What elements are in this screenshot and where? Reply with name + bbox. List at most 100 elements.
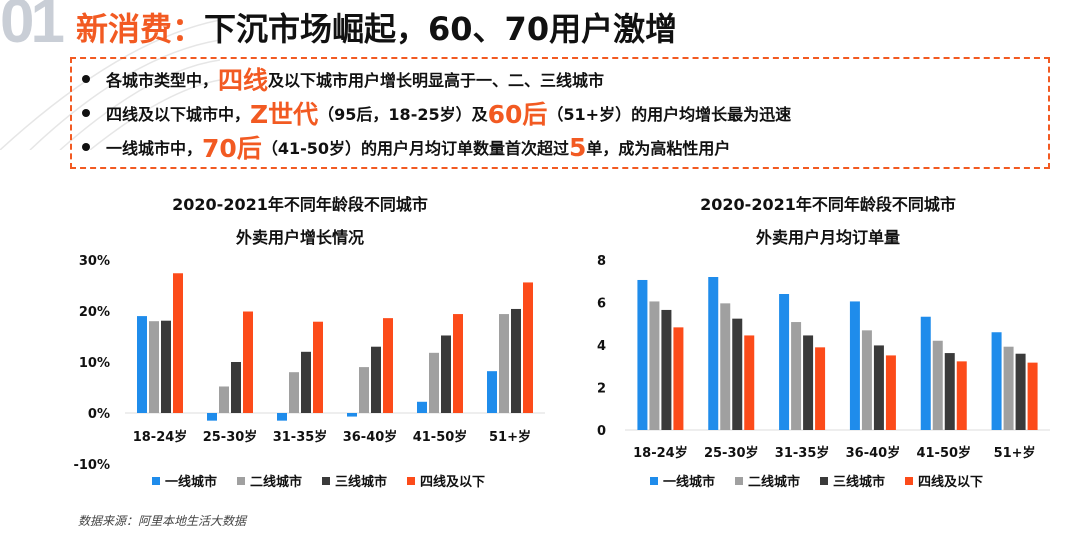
bullet-text: 各城市类型中，: [106, 71, 219, 90]
y-tick-label: -10%: [73, 458, 110, 473]
bar-1-1-0: [708, 277, 719, 430]
bar-1-3-3: [885, 355, 896, 430]
bar-0-5-2: [511, 308, 521, 413]
legend-swatch: [152, 477, 160, 485]
bar-0-3-3: [383, 318, 393, 413]
bar-0-0-3: [173, 273, 183, 413]
bullet-item: 各城市类型中， 四线 及以下城市用户增长明显高于一、二、三线城市: [78, 62, 791, 96]
y-tick-label: 6: [597, 297, 606, 312]
bullet-highlight: 70后: [202, 134, 262, 163]
bar-0-4-0: [417, 401, 427, 413]
bullet-text: 单，成为高粘性用户: [586, 139, 731, 158]
bar-1-4-2: [944, 353, 955, 430]
y-tick-label: 0: [597, 424, 606, 439]
bar-0-1-0: [207, 413, 217, 421]
x-tick-label: 41-50岁: [916, 445, 971, 461]
legend-label: 二线城市: [250, 474, 302, 490]
legend-label: 四线及以下: [420, 474, 485, 490]
bar-1-5-1: [1003, 346, 1014, 430]
title-highlight: 新消费：: [76, 10, 205, 48]
bar-0-0-0: [137, 316, 147, 413]
bar-0-5-1: [499, 314, 509, 413]
y-tick-label: 10%: [79, 356, 110, 371]
bar-0-4-1: [429, 352, 439, 413]
legend-swatch: [820, 477, 828, 485]
chart1-title: 2020-2021年不同年龄段不同城市 外卖用户增长情况: [120, 188, 480, 254]
bar-0-5-0: [487, 371, 497, 413]
bullet-text: 四线及以下城市中，: [106, 105, 251, 124]
bar-1-3-2: [873, 345, 884, 430]
bar-1-0-1: [649, 301, 660, 430]
chart2-title: 2020-2021年不同年龄段不同城市 外卖用户月均订单量: [648, 188, 1008, 254]
bar-0-0-2: [161, 320, 171, 413]
bullet-text: 一线城市中，: [106, 139, 203, 158]
bullet-dot-icon: [82, 109, 90, 117]
legend-label: 三线城市: [833, 474, 885, 490]
x-tick-label: 36-40岁: [343, 429, 398, 445]
bullet-dot-icon: [82, 143, 90, 151]
x-tick-label: 18-24岁: [633, 445, 688, 461]
bar-1-5-0: [991, 332, 1002, 430]
bar-1-0-3: [673, 327, 684, 430]
bullet-text: （95后，18-25岁）及: [318, 105, 488, 124]
x-tick-label: 51+岁: [994, 445, 1036, 461]
bullet-text: （41-50岁）的用户月均订单数量首次超过: [261, 139, 569, 158]
bullet-text: 及以下城市用户增长明显高于一、二、三线城市: [268, 71, 605, 90]
legend-label: 三线城市: [335, 474, 387, 490]
bar-0-2-1: [289, 372, 299, 413]
x-tick-label: 18-24岁: [133, 429, 188, 445]
legend-label: 四线及以下: [918, 474, 983, 490]
bar-1-4-0: [920, 316, 931, 430]
y-tick-label: 0%: [88, 407, 110, 422]
bar-0-4-2: [441, 335, 451, 413]
bullet-highlight: 5: [569, 132, 587, 162]
bullet-highlight: Z世代: [250, 100, 319, 129]
x-tick-label: 25-30岁: [203, 429, 258, 445]
bar-1-2-3: [815, 347, 826, 430]
decorative-curves: [0, 19, 220, 150]
data-source: 数据来源：阿里本地生活大数据: [78, 514, 247, 528]
bar-0-3-0: [347, 413, 357, 417]
bar-0-5-3: [523, 282, 533, 413]
legend-swatch: [650, 477, 658, 485]
bullet-text: （51+岁）的用户均增长最为迅速: [547, 105, 792, 124]
legend-swatch: [237, 477, 245, 485]
x-tick-label: 25-30岁: [704, 445, 759, 461]
bar-1-5-2: [1015, 353, 1026, 430]
chart1-title-line2: 外卖用户增长情况: [235, 228, 364, 247]
bar-1-1-1: [720, 303, 731, 430]
x-tick-label: 41-50岁: [413, 429, 468, 445]
bar-1-0-2: [661, 309, 672, 430]
bar-1-0-0: [637, 279, 648, 430]
y-tick-label: 8: [597, 254, 606, 269]
x-tick-label: 31-35岁: [273, 429, 328, 445]
legend-swatch: [407, 477, 415, 485]
chart2-title-line1: 2020-2021年不同年龄段不同城市: [700, 195, 956, 214]
section-number: 01: [0, 0, 65, 56]
bar-1-3-1: [861, 330, 872, 430]
bar-1-2-2: [803, 335, 814, 430]
bullet-highlight: 四线: [218, 66, 269, 95]
bullet-dot-icon: [82, 75, 90, 83]
legend-label: 一线城市: [165, 474, 217, 490]
x-tick-label: 36-40岁: [846, 445, 901, 461]
bar-1-1-3: [744, 335, 755, 430]
bar-0-1-1: [219, 386, 229, 413]
bar-1-2-1: [791, 322, 802, 430]
bullet-item: 一线城市中， 70后 （41-50岁）的用户月均订单数量首次超过 5 单，成为高粘性用户: [78, 130, 791, 164]
bullet-list: 各城市类型中， 四线 及以下城市用户增长明显高于一、二、三线城市 四线及以下城市中， Z…: [78, 62, 791, 164]
bar-0-3-2: [371, 346, 381, 413]
bullet-highlight: 60后: [487, 100, 548, 129]
bullet-item: 四线及以下城市中， Z世代 （95后，18-25岁）及 60后 （51+岁）的用户均增长…: [78, 96, 791, 130]
chart1-title-line1: 2020-2021年不同年龄段不同城市: [172, 195, 428, 214]
bar-1-4-1: [932, 340, 943, 430]
highlight-box: [70, 57, 1050, 169]
bar-0-0-1: [149, 321, 159, 413]
bar-0-2-2: [301, 351, 311, 413]
y-tick-label: 4: [597, 339, 606, 354]
page-title: 新消费：下沉市场崛起，60、70用户激增: [76, 4, 677, 50]
legend-label: 二线城市: [748, 474, 800, 490]
legend-label: 一线城市: [663, 474, 715, 490]
legend-swatch: [735, 477, 743, 485]
